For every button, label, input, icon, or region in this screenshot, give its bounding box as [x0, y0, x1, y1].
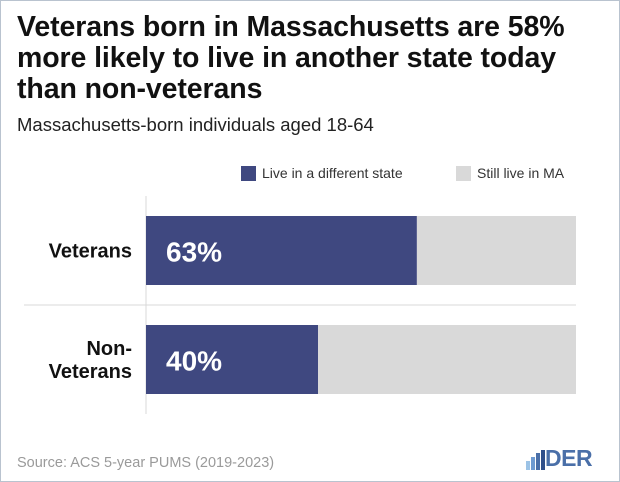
category-label: Veterans: [49, 241, 132, 263]
chart-subtitle: Massachusetts-born individuals aged 18-6…: [17, 114, 374, 135]
chart-title: Veterans born in Massachusetts are 58% m…: [17, 11, 565, 105]
legend-swatch-different-state: [241, 165, 256, 181]
legend-label-still-ma: Still live in MA: [477, 165, 565, 181]
legend-swatch-still-ma: [456, 165, 471, 181]
category-label: Veterans: [49, 361, 132, 383]
source-note: Source: ACS 5-year PUMS (2019-2023): [17, 455, 275, 471]
bar-different-state: [146, 216, 417, 285]
data-label: 63%: [166, 237, 222, 268]
bar-still-ma: [318, 325, 576, 394]
bar-still-ma: [416, 216, 576, 285]
legend-item-still-ma: Still live in MA: [456, 164, 564, 182]
bar-chart-logo-icon: [526, 450, 545, 470]
category-label: Non-: [86, 338, 132, 360]
bar-different-state: [146, 325, 318, 394]
der-logo: DER: [526, 445, 593, 471]
logo-text: DER: [545, 445, 593, 471]
data-label: 40%: [166, 346, 222, 377]
legend-label-different-state: Live in a different state: [262, 165, 403, 181]
legend-item-different-state: Live in a different state: [241, 164, 403, 182]
